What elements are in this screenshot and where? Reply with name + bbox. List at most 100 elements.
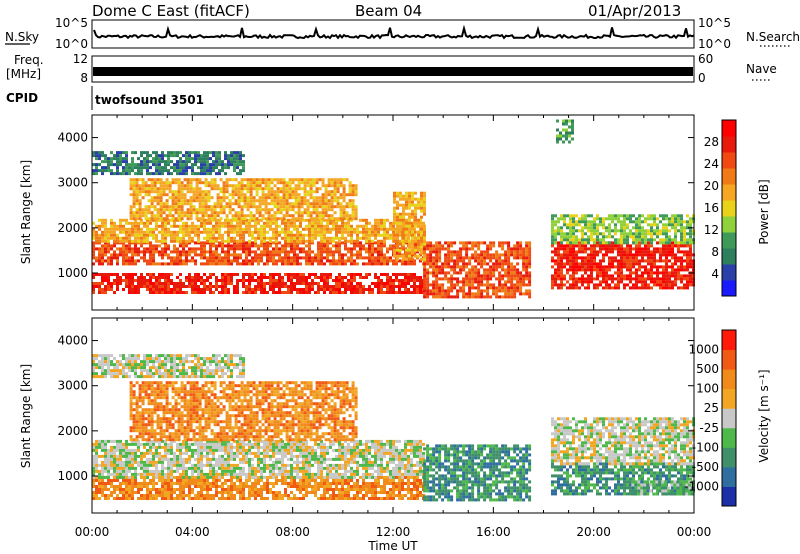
power-cell: [423, 257, 426, 261]
power-cell: [183, 178, 187, 182]
power-cell: [587, 259, 590, 263]
power-cell: [314, 224, 317, 228]
power-cell: [272, 250, 275, 254]
power-cell: [407, 262, 410, 266]
power-cell: [602, 265, 605, 269]
power-cell: [153, 199, 157, 203]
power-cell: [665, 283, 668, 287]
power-cell: [339, 202, 343, 206]
power-cell: [110, 256, 113, 260]
power-cell: [173, 288, 176, 291]
power-cell: [143, 230, 146, 234]
power-cell: [626, 241, 629, 245]
power-cell: [323, 218, 326, 222]
power-cell: [584, 286, 587, 290]
power-cell: [438, 271, 442, 275]
power-cell: [264, 193, 268, 197]
power-cell: [411, 251, 414, 255]
power-cell: [554, 283, 557, 287]
power-cell: [129, 184, 133, 188]
power-cell: [399, 224, 402, 228]
power-cell: [273, 178, 277, 182]
power-cell: [236, 279, 239, 282]
power-cell: [143, 276, 146, 279]
power-cell: [560, 241, 563, 245]
power-cell: [578, 223, 581, 227]
power-cell: [338, 247, 341, 251]
velocity-cell: [98, 482, 101, 485]
power-cell: [134, 247, 137, 251]
power-cell: [179, 262, 182, 266]
power-cell: [614, 256, 617, 260]
power-cell: [480, 289, 484, 293]
power-cell: [186, 214, 190, 218]
power-cell: [435, 280, 439, 284]
power-cell: [302, 282, 305, 285]
power-cell: [239, 160, 242, 164]
power-cell: [498, 262, 502, 266]
power-cell: [644, 229, 647, 233]
power-cell: [327, 202, 331, 206]
power-cell: [683, 253, 686, 257]
power-cell: [189, 178, 193, 182]
power-cell: [483, 271, 487, 275]
power-cell: [332, 253, 335, 257]
power-cell: [477, 241, 481, 245]
power-cell: [321, 178, 325, 182]
power-cell: [260, 259, 263, 263]
power-cell: [632, 265, 635, 269]
power-cell: [159, 199, 163, 203]
power-cell: [101, 221, 104, 225]
power-cell: [167, 288, 170, 291]
power-cell: [566, 232, 569, 236]
power-cell: [569, 241, 572, 245]
power-cell: [221, 279, 224, 282]
power-cell: [584, 226, 587, 230]
power-cell: [377, 241, 380, 245]
power-cell: [155, 221, 158, 225]
power-cell: [584, 247, 587, 251]
power-cell: [416, 250, 419, 254]
power-cell: [486, 250, 490, 254]
power-cell: [267, 196, 271, 200]
power-cell: [237, 199, 241, 203]
power-cell: [326, 273, 329, 276]
power-cell: [686, 220, 689, 224]
power-cell: [264, 181, 268, 185]
power-cell: [161, 276, 164, 279]
power-cell: [405, 206, 408, 210]
power-cell: [395, 276, 398, 279]
power-cell: [177, 196, 181, 200]
power-cell: [149, 259, 152, 263]
power-cell: [152, 244, 155, 248]
power-cell: [410, 279, 413, 282]
power-cell: [155, 224, 158, 228]
power-cell: [116, 157, 119, 161]
power-cell: [248, 230, 251, 234]
power-cell: [156, 202, 160, 206]
power-cell: [101, 273, 104, 276]
power-cell: [309, 181, 313, 185]
power-cell: [551, 226, 554, 230]
power-cell: [275, 233, 278, 237]
power-cell: [230, 163, 233, 167]
power-cell: [587, 274, 590, 278]
power-cell: [180, 181, 184, 185]
power-cell: [242, 247, 245, 251]
power-cell: [414, 215, 417, 219]
power-cell: [320, 250, 323, 254]
power-cell: [571, 122, 574, 126]
power-cell: [302, 227, 305, 231]
power-cell: [125, 279, 128, 282]
power-cell: [665, 256, 668, 260]
power-cell: [335, 259, 338, 263]
power-cell: [344, 282, 347, 285]
power-cell: [195, 181, 199, 185]
power-cell: [284, 224, 287, 228]
power-cell: [297, 211, 301, 215]
power-cell: [131, 291, 134, 294]
power-cell: [218, 221, 221, 225]
power-cell: [680, 277, 683, 281]
power-cell: [224, 224, 227, 228]
power-cell: [98, 273, 101, 276]
